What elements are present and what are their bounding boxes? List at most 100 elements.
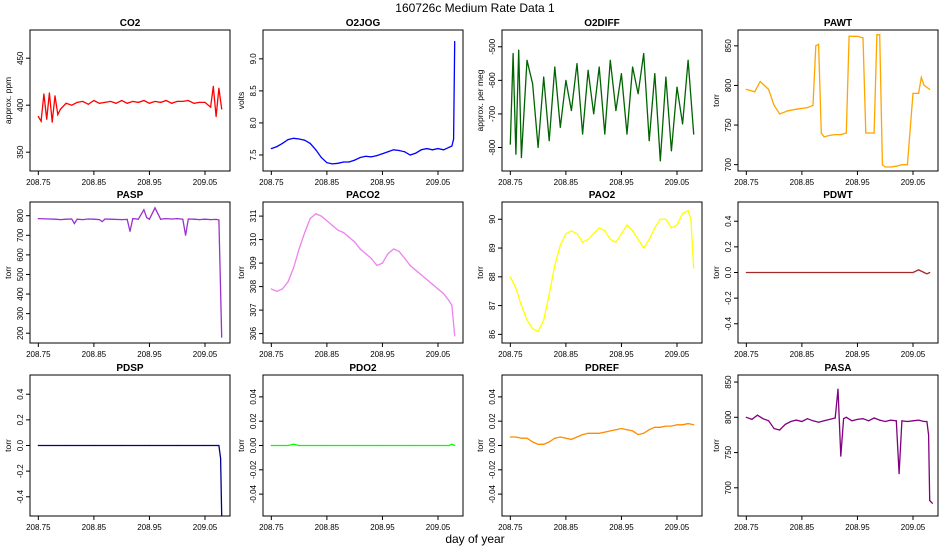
data-point <box>409 444 411 447</box>
y-tick-label: -500 <box>488 38 497 55</box>
data-point <box>365 155 367 157</box>
data-point <box>392 149 395 151</box>
y-tick-label: -0.2 <box>16 464 25 478</box>
data-point <box>548 441 550 443</box>
data-point <box>631 66 634 68</box>
data-point <box>576 62 578 65</box>
x-tick-label: 208.95 <box>609 178 634 187</box>
data-point <box>198 219 201 221</box>
y-axis-label: torr <box>3 266 13 279</box>
data-point <box>681 123 684 125</box>
y-tick-label: 88 <box>488 272 497 281</box>
data-point <box>298 138 300 140</box>
y-axis-label: torr <box>236 439 246 452</box>
data-point <box>745 416 747 418</box>
data-point <box>365 253 367 255</box>
panel-title: PAO2 <box>589 190 616 201</box>
data-point <box>901 164 903 166</box>
data-point <box>856 418 859 421</box>
panel-pdwt: PDWT 208.75 208.85 208.95 209.05 -0.4 -0.2 0.0 0… <box>711 190 939 359</box>
data-point <box>929 271 931 274</box>
x-tick-label: 208.85 <box>790 178 815 187</box>
x-tick-label: 208.85 <box>315 178 340 187</box>
data-point <box>270 288 272 290</box>
x-tick-label: 209.05 <box>426 178 451 187</box>
data-point <box>304 139 306 141</box>
data-point <box>815 45 817 47</box>
data-point <box>87 218 89 220</box>
data-point <box>665 425 667 427</box>
series-line-pasa <box>746 389 933 504</box>
plot-frame <box>737 29 939 172</box>
data-point <box>565 79 567 81</box>
series-line-pdref <box>510 422 694 445</box>
y-axis-label: torr <box>711 266 721 279</box>
data-point <box>526 59 528 61</box>
data-point <box>659 426 661 428</box>
data-point <box>648 140 650 142</box>
data-point <box>526 319 528 321</box>
x-tick-label: 209.05 <box>901 523 926 532</box>
y-axis-label: torr <box>236 266 246 279</box>
y-tick-label: 450 <box>16 51 25 65</box>
data-point <box>626 133 628 135</box>
data-point <box>576 436 578 438</box>
y-axis-label: approx. ppm <box>3 77 13 124</box>
data-point <box>912 420 914 422</box>
data-point <box>337 162 339 164</box>
data-point <box>929 88 931 91</box>
plot-frame <box>501 201 703 344</box>
panel-title: O2DIFF <box>584 18 620 29</box>
y-axis-label: torr <box>475 266 485 279</box>
data-point <box>126 102 128 104</box>
data-point <box>637 93 639 95</box>
x-tick-label: 209.05 <box>193 523 218 532</box>
y-axis-label: torr <box>711 94 721 107</box>
y-axis-label: approx. per meg <box>475 69 485 131</box>
x-tick-label: 209.05 <box>901 178 926 187</box>
data-point <box>851 420 853 422</box>
y-tick-label: 700 <box>16 228 25 242</box>
data-point <box>526 437 528 439</box>
data-point <box>648 429 650 431</box>
y-tick-label: 300 <box>16 306 25 320</box>
panel-title: PDWT <box>823 190 852 201</box>
data-point <box>687 59 689 61</box>
panel-title: CO2 <box>120 18 141 29</box>
data-point <box>920 76 922 79</box>
y-tick-label: 800 <box>724 410 733 424</box>
data-point <box>65 102 67 104</box>
x-tick-label: 209.05 <box>426 523 451 532</box>
data-point <box>856 35 859 37</box>
data-point <box>890 166 892 168</box>
data-point <box>559 126 561 128</box>
x-tick-label: 208.75 <box>498 350 523 359</box>
data-point <box>71 104 73 106</box>
data-point <box>451 145 453 147</box>
data-point <box>845 416 847 418</box>
data-point <box>884 420 886 423</box>
data-point <box>604 230 606 232</box>
data-point <box>795 419 797 421</box>
y-tick-label: 9.0 <box>249 53 258 65</box>
data-point <box>171 218 173 220</box>
data-point <box>531 328 534 330</box>
data-point <box>884 271 886 274</box>
data-point <box>370 156 372 158</box>
data-point <box>518 49 520 51</box>
data-point <box>193 102 195 104</box>
y-tick-label: 0.02 <box>249 413 258 429</box>
data-point <box>37 444 39 447</box>
data-point <box>615 241 617 243</box>
data-point <box>801 420 803 423</box>
data-point <box>879 419 881 421</box>
data-point <box>806 107 809 109</box>
data-point <box>906 164 909 166</box>
figure-title: 160726c Medium Rate Data 1 <box>395 1 555 15</box>
x-tick-label: 208.75 <box>259 523 284 532</box>
data-point <box>681 424 684 426</box>
data-point <box>71 218 73 220</box>
series-line-o2diff <box>509 50 695 161</box>
data-point <box>554 66 556 68</box>
data-point <box>554 264 556 266</box>
